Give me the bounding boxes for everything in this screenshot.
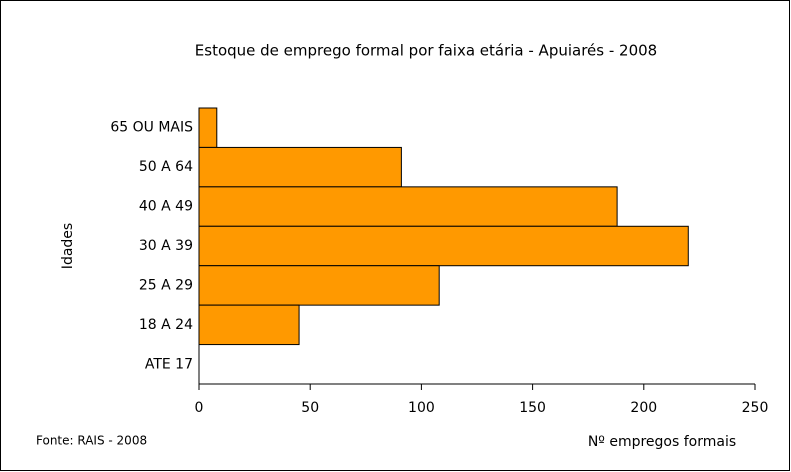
bar — [198, 186, 618, 227]
y-tick-label: 25 A 29 — [139, 277, 193, 293]
x-axis-label: Nº empregos formais — [588, 434, 736, 450]
y-tick-label: ATE 17 — [145, 356, 193, 372]
x-tick-label: 0 — [195, 400, 204, 416]
y-tick-label: 40 A 49 — [139, 199, 193, 215]
y-axis-label: Idades — [60, 223, 76, 269]
x-tick-label: 100 — [408, 400, 435, 416]
bar — [198, 225, 689, 267]
bar — [198, 265, 440, 306]
bar — [198, 304, 300, 346]
bar — [198, 107, 218, 148]
x-tick-label: 50 — [301, 400, 319, 416]
bar — [198, 146, 402, 188]
y-tick-label: 30 A 39 — [139, 238, 193, 254]
x-tick-label: 250 — [742, 400, 769, 416]
chart-title: Estoque de emprego formal por faixa etár… — [195, 42, 657, 60]
y-tick-label: 50 A 64 — [139, 159, 193, 175]
x-tick-label: 150 — [519, 400, 546, 416]
x-tick-label: 200 — [630, 400, 657, 416]
source-note: Fonte: RAIS - 2008 — [36, 434, 147, 448]
y-tick-label: 18 A 24 — [139, 317, 193, 333]
y-tick-label: 65 OU MAIS — [110, 120, 193, 136]
